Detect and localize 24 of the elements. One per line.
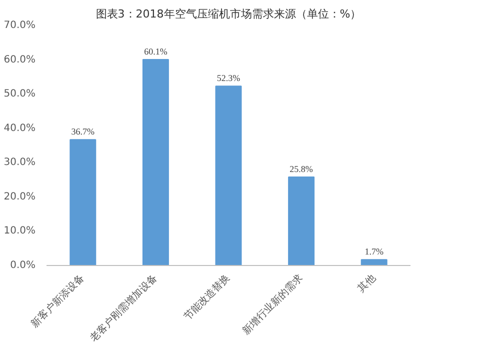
data-label: 1.7% (364, 246, 384, 257)
data-label: 25.8% (290, 164, 314, 174)
x-tick-label: 节能改造替换 (181, 272, 232, 323)
y-tick-label: 40.0% (4, 122, 36, 134)
x-tick-label: 新客户新添设备 (28, 272, 87, 330)
y-tick-label: 70.0% (4, 20, 36, 31)
y-tick-label: 60.0% (4, 54, 36, 66)
data-label: 52.3% (216, 73, 241, 84)
chart-title: 图表3：2018年空气压缩机市场需求来源（单位：%） (96, 8, 362, 20)
y-tick-label: 0.0% (10, 260, 36, 271)
y-tick-label: 30.0% (4, 157, 36, 168)
x-tick-label: 老客户刚需增加设备 (87, 272, 160, 344)
bar (360, 259, 388, 266)
y-tick-label: 50.0% (4, 88, 36, 100)
bar (70, 139, 96, 266)
data-label: 36.7% (71, 126, 96, 137)
y-tick-label: 20.0% (4, 191, 36, 202)
bar (288, 176, 315, 266)
data-label: 60.1% (144, 46, 168, 56)
bar (215, 86, 242, 266)
bar (142, 58, 169, 266)
x-tick-label: 新增行业新的需求 (240, 272, 306, 337)
x-tick-label: 其他 (355, 272, 378, 295)
y-tick-label: 10.0% (4, 226, 36, 237)
